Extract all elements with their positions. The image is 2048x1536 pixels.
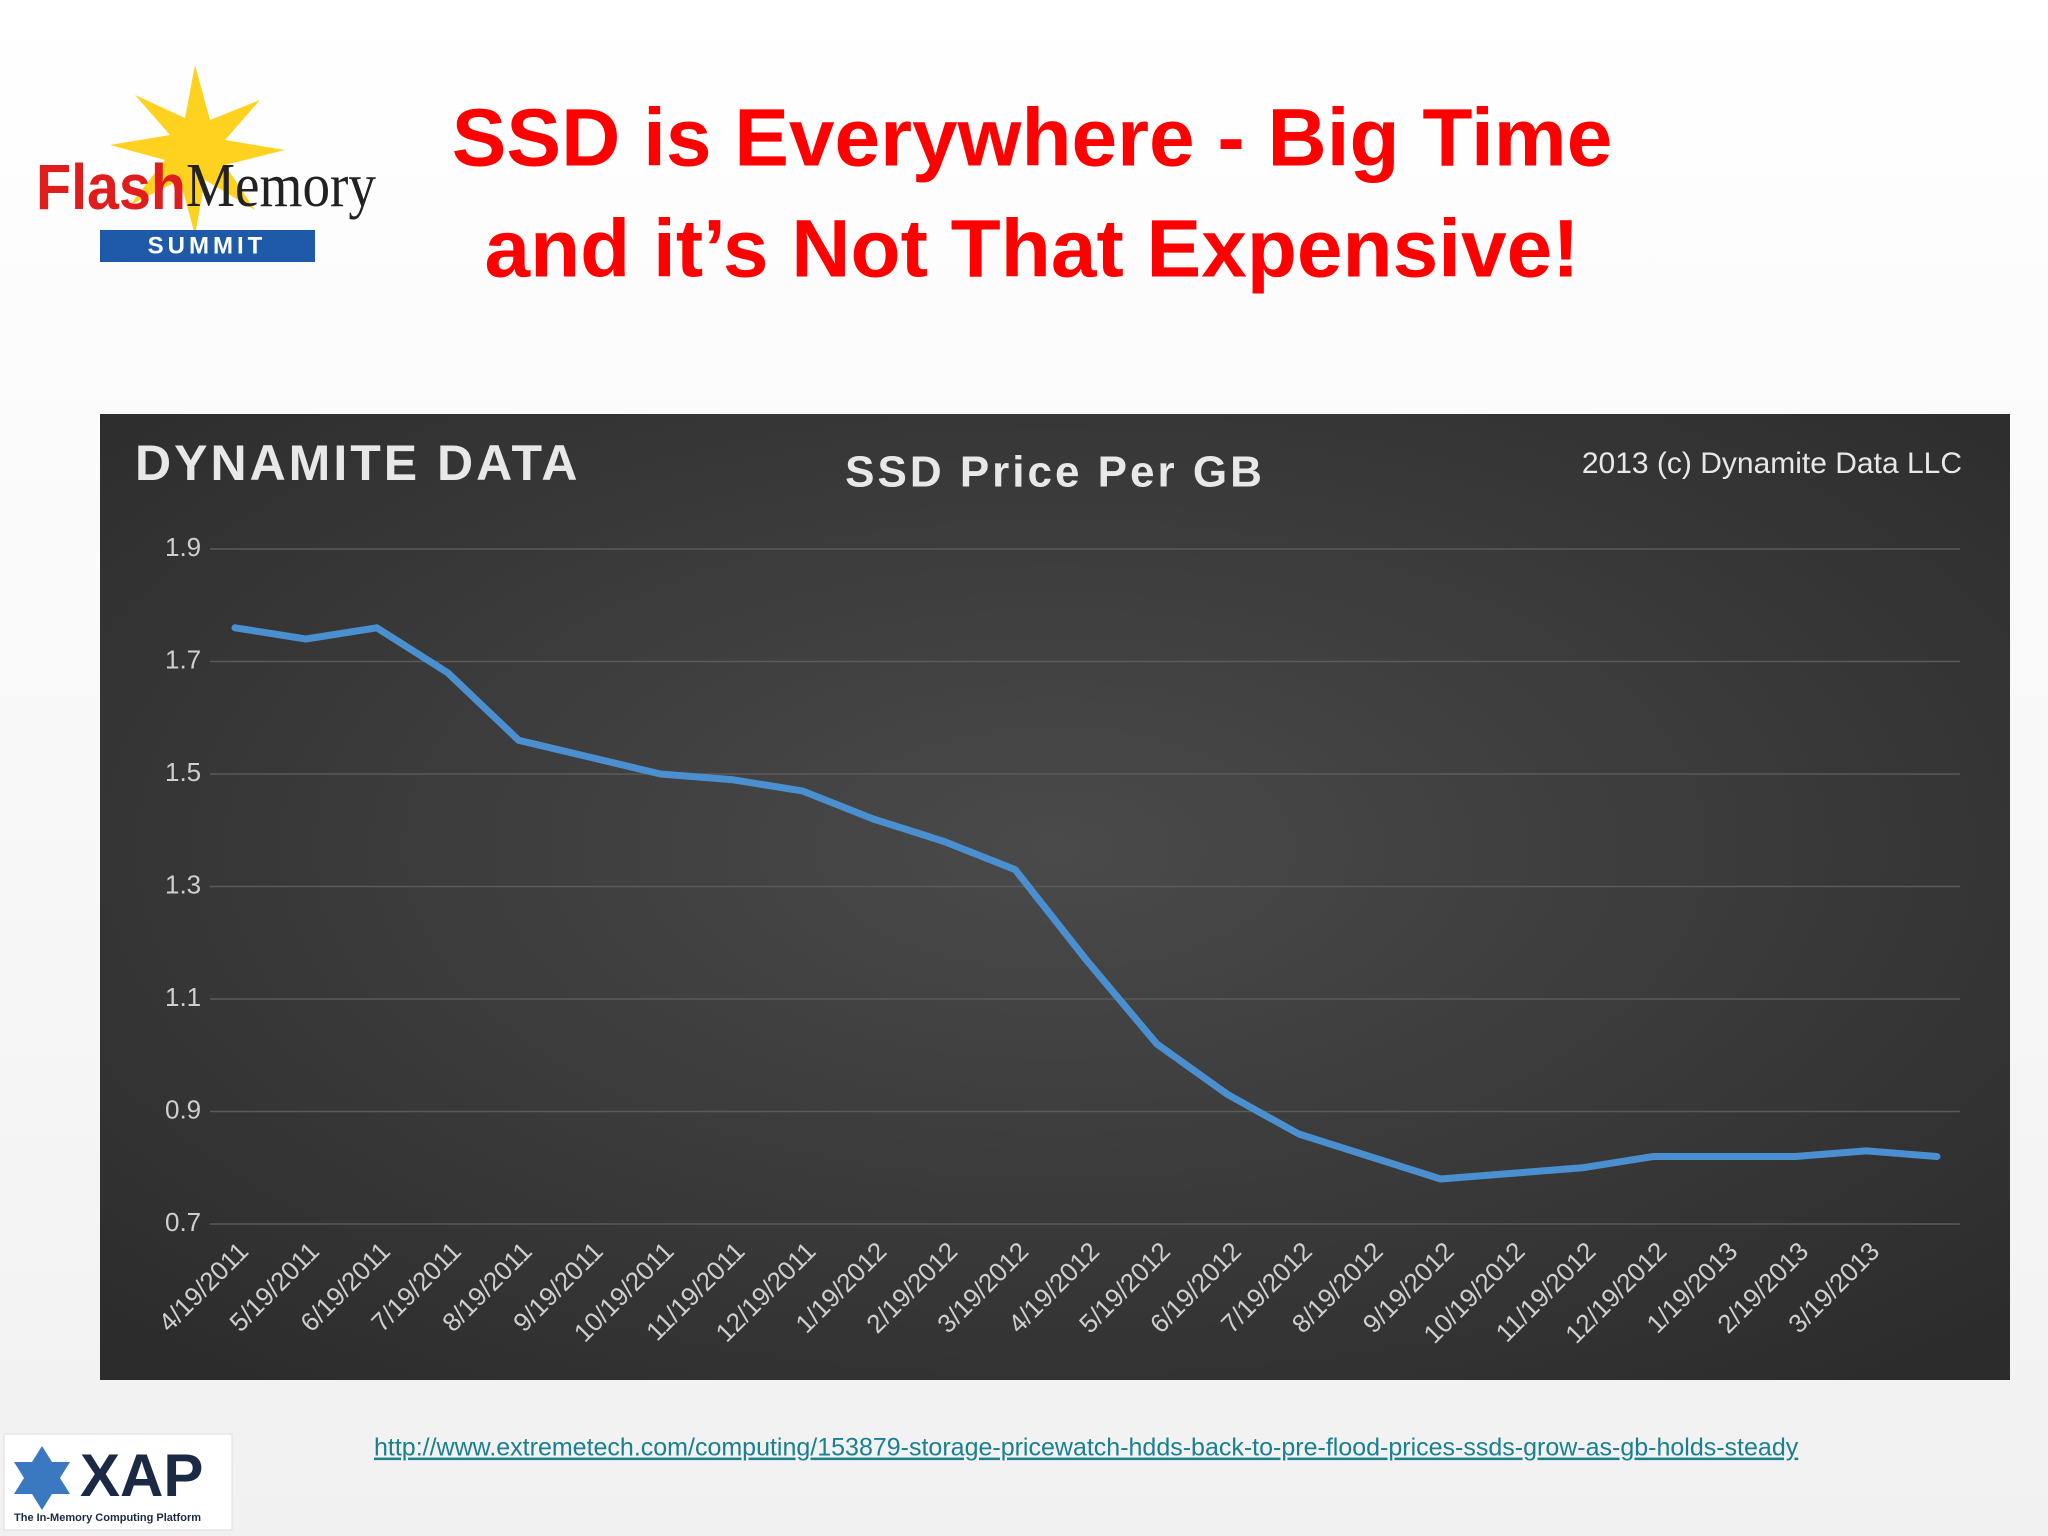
chart-background <box>100 414 2010 1380</box>
xap-name: XAP <box>80 1442 203 1509</box>
source-link[interactable]: http://www.extremetech.com/computing/153… <box>374 1434 1799 1462</box>
chart-title: SSD Price Per GB <box>845 448 1265 497</box>
y-tick-label: 1.1 <box>165 982 201 1012</box>
flash-memory-logo: Flash Memory SUMMIT <box>36 65 376 262</box>
price-line <box>231 624 1941 1183</box>
slide-title: and it’s Not That Expensive! <box>484 204 1579 295</box>
chart-copyright: 2013 (c) Dynamite Data LLC <box>1582 447 1962 480</box>
logo-summit-bar <box>100 230 315 262</box>
logo-summit: SUMMIT <box>148 232 267 259</box>
y-tick-label: 1.9 <box>165 532 201 562</box>
xap-logo: XAP The In-Memory Computing Platform <box>3 1433 233 1531</box>
y-tick-label: 0.7 <box>165 1207 201 1237</box>
logo-sun <box>110 65 285 235</box>
logo-flash: Flash <box>36 151 186 223</box>
y-tick-label: 1.7 <box>165 644 201 674</box>
logo-memory: Memory <box>186 152 376 220</box>
xap-star <box>14 1446 70 1510</box>
y-tick-label: 1.5 <box>165 757 201 787</box>
slide-title: SSD is Everywhere - Big Time <box>452 93 1613 184</box>
xap-tagline: The In-Memory Computing Platform <box>14 1512 201 1524</box>
y-tick-label: 1.3 <box>165 869 201 899</box>
chart-brand: DYNAMITE DATA <box>135 435 580 491</box>
y-tick-label: 0.9 <box>165 1094 201 1124</box>
